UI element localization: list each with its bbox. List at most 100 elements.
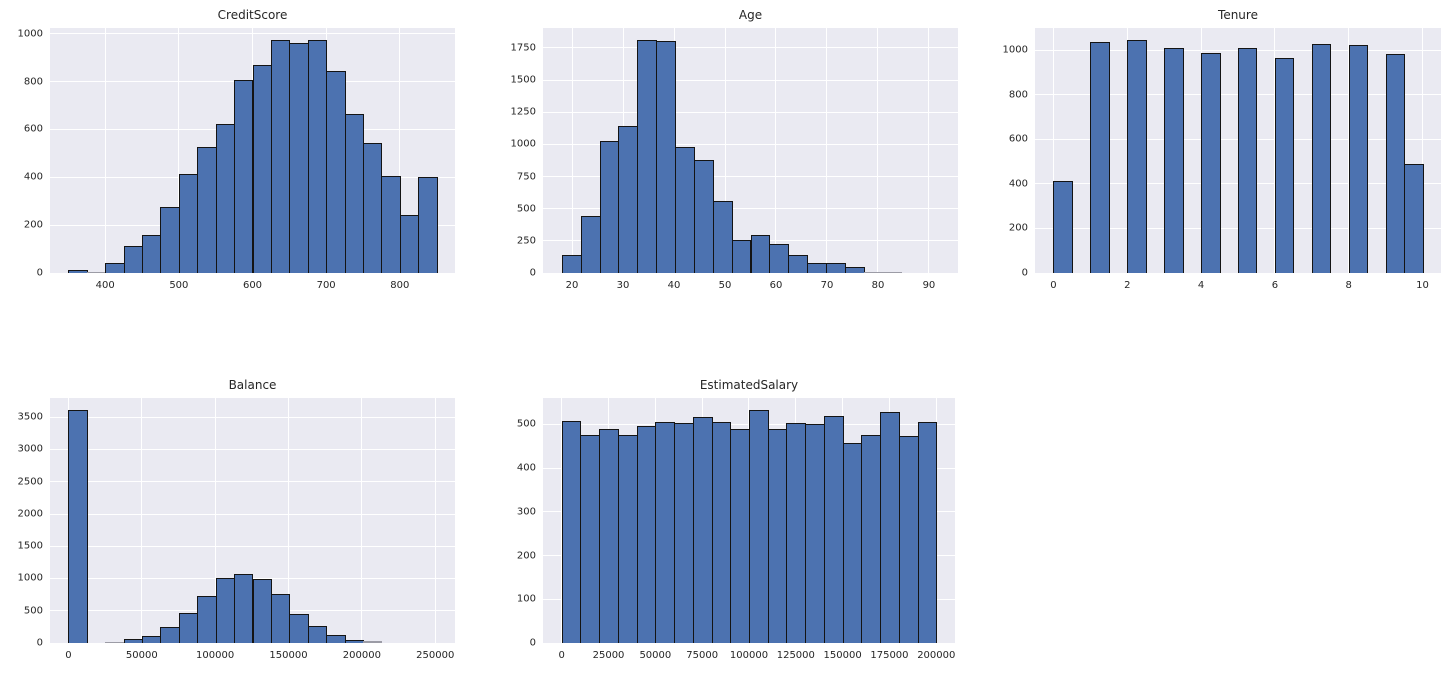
x-tick-label: 50000 (125, 650, 158, 661)
histogram-bar (767, 429, 788, 643)
x-tick-label: 500 (169, 280, 189, 291)
histogram-bar (731, 239, 752, 273)
gridline (178, 28, 180, 273)
histogram-bar (326, 71, 346, 273)
y-tick-label: 1500 (17, 540, 43, 552)
histogram-bar (68, 409, 88, 643)
histogram-bar (307, 39, 328, 273)
histogram-bar (561, 421, 582, 643)
gridline (543, 111, 958, 113)
histogram-bar (561, 255, 582, 273)
x-tick-label: 700 (316, 280, 336, 291)
histogram-bar (712, 200, 733, 273)
gridline (399, 28, 401, 273)
histogram-bar (270, 39, 291, 273)
y-tick-label: 400 (23, 171, 43, 183)
histogram-bar (711, 421, 732, 643)
x-tick-label: 250000 (416, 650, 455, 661)
y-tick-label: 500 (516, 203, 536, 215)
y-tick-label: 3500 (17, 411, 43, 423)
x-tick-label: 0 (558, 650, 565, 661)
y-tick-label: 0 (36, 267, 43, 279)
y-tick-label: 0 (529, 637, 536, 649)
x-tick-label: 150000 (269, 650, 308, 661)
y-tick-label: 0 (1021, 267, 1028, 279)
gridline (543, 176, 958, 178)
histogram-bar (882, 271, 903, 273)
histogram-bar (105, 263, 125, 273)
histogram-bar (1385, 53, 1406, 273)
histogram-bar (289, 614, 309, 643)
histogram-bar (1274, 57, 1295, 273)
gridline (434, 398, 436, 643)
gridline (141, 398, 143, 643)
histogram-bar (842, 442, 863, 643)
histogram-bar (823, 416, 844, 643)
histogram-bar (362, 641, 383, 643)
y-tick-label: 400 (516, 462, 536, 474)
x-tick-label: 100000 (729, 650, 769, 661)
histogram-bar (786, 423, 807, 643)
gridline (571, 28, 573, 273)
x-tick-label: 75000 (686, 650, 719, 661)
gridline (561, 398, 563, 643)
y-tick-label: 500 (516, 418, 536, 430)
x-tick-label: 20 (565, 280, 579, 291)
gridline (543, 208, 958, 210)
histogram-bar (178, 613, 199, 643)
gridline (214, 398, 216, 643)
gridline (543, 79, 958, 81)
gridline (1422, 28, 1424, 273)
gridline (724, 28, 726, 273)
y-tick-label: 1750 (510, 42, 536, 54)
histogram-bar (160, 627, 180, 643)
histogram-bar (234, 80, 254, 273)
plot-area-balance (50, 398, 455, 644)
x-tick-label: 60 (769, 280, 783, 291)
gridline (50, 448, 455, 450)
gridline (50, 513, 455, 515)
histogram-bar (1090, 42, 1110, 273)
gridline (1052, 28, 1054, 273)
y-tick-label: 800 (1008, 89, 1028, 101)
histogram-bar (917, 421, 938, 643)
y-tick-label: 200 (1008, 222, 1028, 234)
x-tick-label: 0 (65, 650, 72, 661)
chart-title-age: Age (738, 8, 763, 22)
histogram-bar (362, 142, 383, 273)
histogram-bar (344, 114, 364, 273)
y-tick-label: 500 (23, 605, 43, 617)
chart-title-estimatedsalary: EstimatedSalary (699, 378, 799, 392)
plot-area-estimatedsalary (543, 398, 955, 644)
y-tick-label: 200 (23, 219, 43, 231)
histogram-bar (655, 421, 676, 643)
x-tick-label: 10 (1416, 280, 1429, 291)
gridline (543, 642, 955, 644)
histogram-bar (674, 422, 694, 643)
histogram-bar (861, 435, 882, 643)
gridline (543, 272, 958, 274)
x-tick-label: 100000 (196, 650, 235, 661)
x-tick-label: 400 (95, 280, 115, 291)
histogram-bar (580, 215, 601, 273)
gridline (1035, 272, 1441, 274)
gridline (361, 398, 363, 643)
x-tick-label: 50 (718, 280, 732, 291)
gridline (543, 143, 958, 145)
y-tick-label: 600 (1008, 133, 1028, 145)
y-tick-label: 1000 (17, 572, 43, 584)
y-tick-label: 0 (529, 267, 536, 279)
histogram-bar (1201, 52, 1221, 273)
histogram-bar (825, 263, 846, 273)
y-tick-label: 1250 (510, 106, 536, 118)
plot-area-age (543, 28, 958, 274)
gridline (104, 28, 106, 273)
x-tick-label: 800 (390, 280, 410, 291)
chart-title-tenure: Tenure (1218, 8, 1258, 22)
histogram-bar (123, 246, 144, 273)
histogram-bar (769, 243, 790, 273)
y-tick-label: 1000 (17, 28, 43, 40)
histogram-bar (160, 207, 180, 273)
y-tick-label: 2000 (17, 508, 43, 520)
